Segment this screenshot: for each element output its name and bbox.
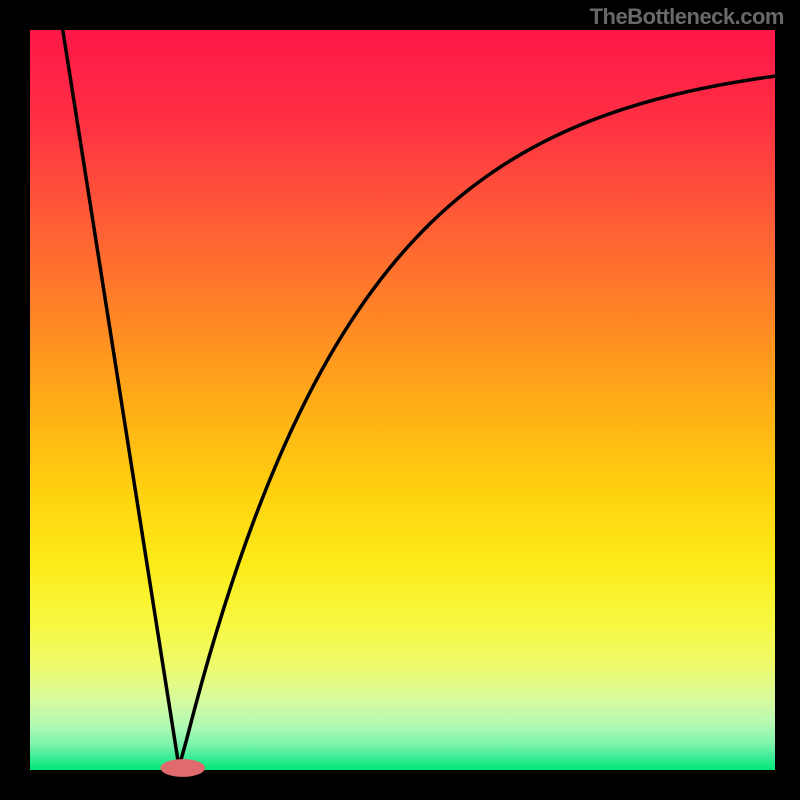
bottleneck-chart (0, 0, 800, 800)
chart-background (30, 30, 775, 770)
optimum-marker (160, 759, 205, 777)
watermark-text: TheBottleneck.com (590, 4, 784, 30)
